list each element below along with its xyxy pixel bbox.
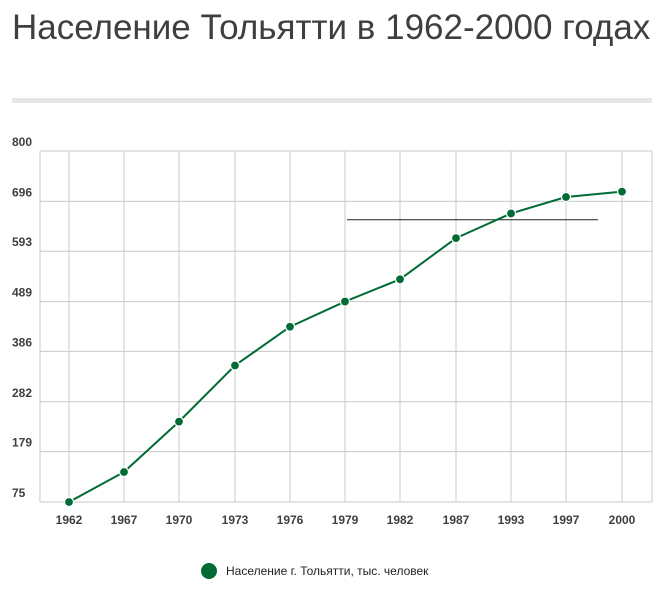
x-tick-label: 1997 bbox=[553, 513, 580, 527]
grid bbox=[39, 150, 653, 503]
y-tick-label: 75 bbox=[12, 486, 26, 500]
data-point bbox=[63, 496, 75, 508]
x-tick-label: 1987 bbox=[443, 513, 470, 527]
data-point bbox=[173, 416, 185, 427]
x-tick-label: 2000 bbox=[609, 513, 636, 527]
data-point bbox=[229, 360, 241, 371]
title-divider bbox=[12, 98, 652, 103]
x-tick-label: 1993 bbox=[498, 513, 525, 527]
x-axis-labels: 1962 1967 1970 1973 1976 1979 1982 1987 1993 1997… bbox=[56, 513, 636, 527]
x-tick-label: 1976 bbox=[277, 513, 304, 527]
data-point bbox=[505, 208, 517, 219]
data-point bbox=[616, 186, 628, 197]
x-tick-label: 1982 bbox=[387, 513, 414, 527]
data-point bbox=[394, 274, 406, 285]
y-tick-label: 282 bbox=[12, 386, 32, 400]
chart-title: Население Тольятти в 1962-2000 годах bbox=[12, 8, 651, 47]
x-tick-label: 1967 bbox=[111, 513, 138, 527]
legend-marker bbox=[201, 563, 217, 579]
x-tick-label: 1970 bbox=[166, 513, 193, 527]
y-tick-label: 696 bbox=[12, 185, 32, 199]
x-tick-label: 1962 bbox=[56, 513, 83, 527]
data-points bbox=[63, 186, 628, 508]
y-tick-label: 386 bbox=[12, 335, 32, 349]
data-point bbox=[118, 466, 130, 478]
y-tick-label: 179 bbox=[12, 436, 32, 450]
x-tick-label: 1979 bbox=[332, 513, 359, 527]
data-point bbox=[560, 191, 572, 203]
y-axis-labels: 75 179 282 386 489 593 696 800 bbox=[12, 135, 32, 500]
x-tick-label: 1973 bbox=[222, 513, 249, 527]
y-tick-label: 489 bbox=[12, 286, 32, 300]
data-point bbox=[450, 233, 462, 244]
data-point bbox=[339, 296, 351, 307]
y-tick-label: 800 bbox=[12, 135, 32, 149]
data-point bbox=[284, 321, 296, 332]
legend-label: Население г. Тольятти, тыс. человек bbox=[226, 564, 429, 578]
legend: Население г. Тольятти, тыс. человек bbox=[201, 560, 428, 582]
y-tick-label: 593 bbox=[12, 235, 32, 249]
